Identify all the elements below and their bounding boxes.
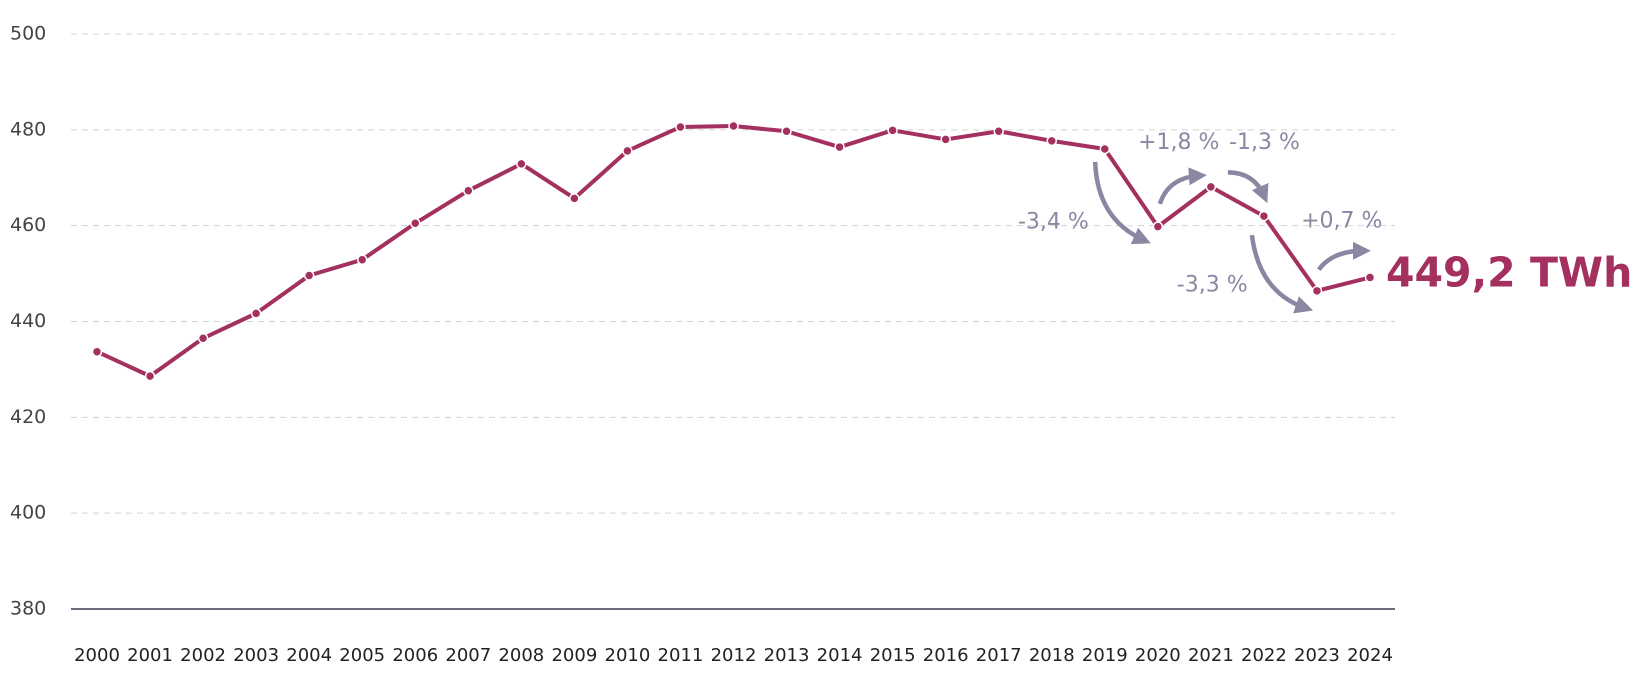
x-tick-label: 2020 — [1135, 645, 1181, 666]
annotation-arrow — [1092, 161, 1151, 245]
x-tick-label: 2003 — [233, 645, 279, 666]
data-point — [1046, 135, 1057, 147]
data-point — [303, 270, 315, 281]
x-tick-label: 2021 — [1188, 645, 1234, 666]
x-tick-label: 2007 — [445, 645, 491, 666]
x-tick-label: 2019 — [1082, 645, 1128, 666]
x-tick-label: 2012 — [711, 645, 757, 666]
x-tick-label: 2000 — [74, 645, 120, 666]
x-tick-label: 2013 — [764, 645, 810, 666]
x-tick-label: 2002 — [180, 645, 226, 666]
x-tick-label: 2001 — [127, 645, 173, 666]
annotation: +0,7 % — [1301, 209, 1382, 234]
data-point — [356, 254, 368, 265]
value-label: 449,2 TWh — [1386, 248, 1632, 296]
annotation: -3,4 % — [1018, 210, 1089, 235]
x-tick-label: 2010 — [605, 645, 651, 666]
x-tick-label: 2017 — [976, 645, 1022, 666]
data-point — [1364, 272, 1376, 283]
data-point — [1099, 143, 1111, 155]
annotation-arrow — [1249, 234, 1314, 314]
x-tick-label: 2018 — [1029, 645, 1075, 666]
x-tick-label: 2022 — [1241, 645, 1287, 666]
annotation: +1,8 % — [1138, 130, 1219, 155]
x-tick-label: 2015 — [870, 645, 916, 666]
data-point — [993, 126, 1004, 137]
data-point — [250, 308, 262, 319]
data-point — [887, 125, 898, 136]
y-tick-label: 480 — [10, 118, 46, 140]
annotation-arrow — [1157, 167, 1207, 205]
y-tick-label: 400 — [10, 502, 46, 524]
y-tick-label: 380 — [10, 598, 46, 620]
data-point — [463, 185, 474, 196]
y-tick-label: 460 — [10, 214, 46, 236]
data-point — [622, 145, 633, 157]
data-point — [1311, 285, 1323, 297]
y-tick-label: 420 — [10, 406, 46, 428]
x-tick-label: 2008 — [498, 645, 544, 666]
data-point — [1258, 210, 1270, 222]
annotation: -3,3 % — [1177, 272, 1248, 297]
data-point — [834, 141, 845, 153]
data-point — [144, 370, 156, 382]
data-point — [516, 158, 527, 170]
x-tick-label: 2024 — [1347, 645, 1393, 666]
data-point — [91, 346, 103, 357]
data-point — [728, 120, 739, 132]
data-point — [940, 134, 951, 145]
x-tick-label: 2016 — [923, 645, 969, 666]
x-tick-label: 2009 — [551, 645, 597, 666]
y-tick-label: 500 — [10, 23, 46, 45]
annotation: -1,3 % — [1229, 130, 1300, 155]
data-point — [675, 121, 686, 133]
x-tick-label: 2006 — [392, 645, 438, 666]
data-point — [410, 218, 421, 229]
annotation-arrow — [1227, 170, 1269, 204]
data-point — [197, 333, 209, 344]
data-point — [781, 126, 792, 137]
x-tick-label: 2011 — [658, 645, 704, 666]
x-tick-label: 2004 — [286, 645, 332, 666]
annotation-arrow — [1316, 241, 1371, 272]
x-tick-label: 2014 — [817, 645, 863, 666]
data-point — [569, 193, 580, 204]
x-tick-label: 2005 — [339, 645, 385, 666]
data-point — [1152, 221, 1164, 232]
x-tick-label: 2023 — [1294, 645, 1340, 666]
y-tick-label: 440 — [10, 310, 46, 332]
data-line — [96, 124, 1371, 379]
data-point — [1205, 181, 1217, 193]
